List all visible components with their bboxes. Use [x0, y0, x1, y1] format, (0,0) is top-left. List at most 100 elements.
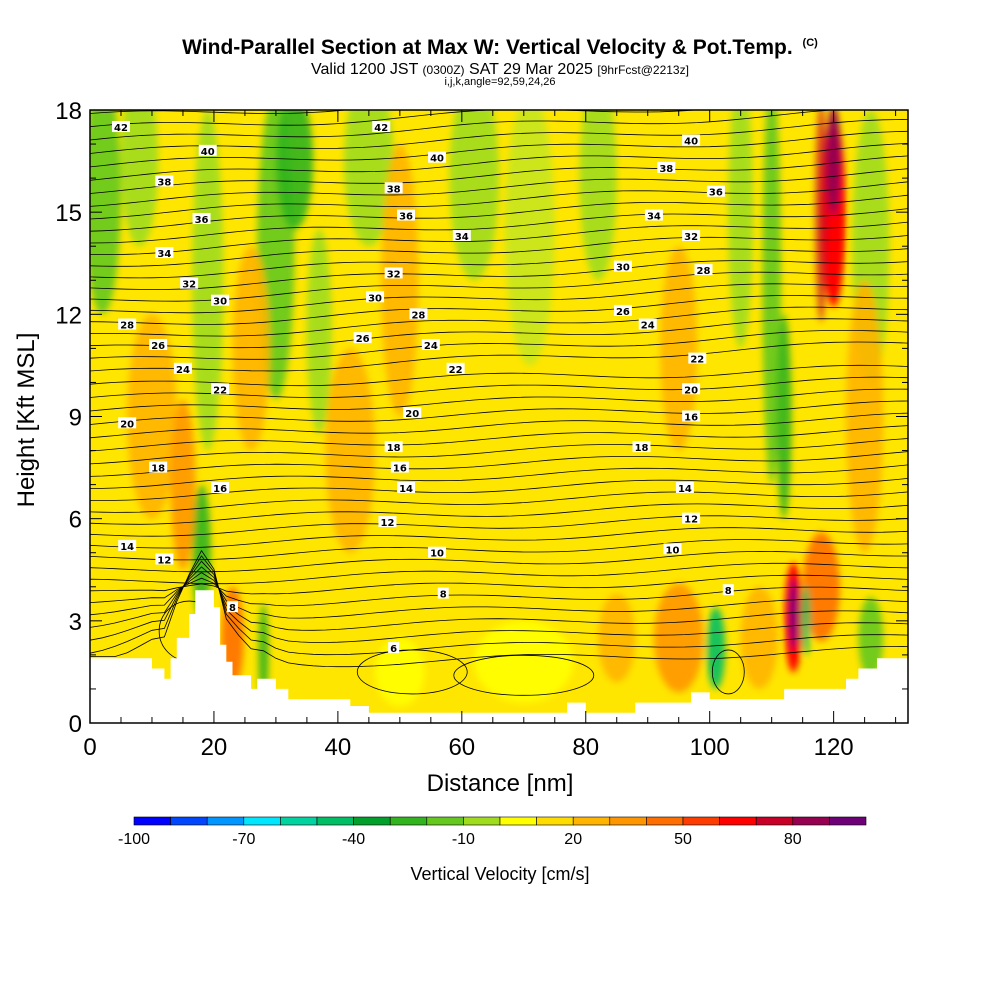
x-tick-label: 60: [448, 734, 475, 761]
colorbar-swatch: [280, 816, 318, 826]
isentrope-label: 36: [706, 185, 725, 199]
isentrope-line: [90, 194, 908, 232]
isentrope-label-text: 24: [641, 321, 655, 332]
isentrope-label-bg: [682, 512, 701, 524]
isentrope-label-text: 28: [697, 266, 711, 277]
isentrope-line: [90, 110, 700, 128]
x-tick-label: 80: [572, 734, 599, 761]
isentrope-line: [90, 451, 908, 477]
isentrope-label-bg: [111, 121, 130, 133]
isentrope-label-bg: [227, 601, 239, 613]
isentrope-label: 12: [155, 553, 174, 567]
isentrope-line: [90, 555, 908, 656]
isentrope-line: [90, 527, 908, 549]
isentrope-label: 20: [118, 417, 137, 430]
isentrope-label-bg: [173, 362, 192, 374]
velocity-cell: [306, 229, 332, 434]
chart-title: Wind-Parallel Section at Max W: Vertical…: [0, 36, 1000, 60]
velocity-cell: [170, 399, 196, 570]
isentrope-label-text: 32: [684, 232, 698, 243]
isentrope-label-text: 20: [120, 419, 134, 430]
isentrope-label-text: 10: [430, 549, 444, 560]
isentrope-line: [90, 577, 908, 607]
isentrope-label-bg: [388, 642, 400, 654]
isentrope-line: [90, 130, 908, 168]
colorbar-tick-label: -70: [232, 831, 255, 848]
isentrope-label-bg: [644, 209, 663, 221]
x-tick-label: 100: [690, 734, 730, 761]
isentrope-label: 40: [682, 134, 701, 148]
isentrope-line: [90, 330, 908, 360]
colorbar-swatch: [609, 816, 647, 826]
terrain-mask: [90, 590, 908, 723]
updraft-core: [789, 579, 798, 650]
isentrope-label-text: 18: [151, 464, 165, 475]
isentrope-line: [90, 539, 908, 561]
isentrope-label-bg: [682, 230, 701, 242]
isentrope-label-text: 14: [399, 484, 413, 495]
isentrope-label-text: 18: [387, 443, 401, 454]
isentrope-line: [90, 248, 908, 279]
isentrope-label: 8: [227, 601, 239, 614]
isentrope-line: [90, 181, 908, 220]
isentrope-line: [90, 283, 908, 314]
isentrope-label-text: 24: [176, 365, 190, 376]
x-axis-title: Distance [nm]: [427, 770, 574, 797]
grid-indices: i,j,k,angle=92,59,24,26: [444, 76, 556, 88]
isentrope-label-text: 38: [387, 184, 401, 195]
isentrope-label-bg: [706, 185, 725, 197]
isentrope-label-text: 8: [229, 603, 236, 614]
isentrope-line: [90, 260, 908, 290]
isentrope-label-bg: [632, 441, 651, 453]
isentrope-label-bg: [638, 318, 657, 330]
isentrope-line: [90, 438, 908, 465]
isentrope-label-bg: [613, 304, 632, 316]
y-tick-label: 3: [69, 609, 82, 636]
isentrope-label-text: 26: [151, 341, 165, 352]
isentrope-label-text: 28: [411, 310, 425, 321]
y-tick-label: 18: [55, 98, 82, 125]
isentrope-label-bg: [155, 553, 174, 565]
isentrope-line: [90, 549, 908, 668]
valid-utc: (0300Z): [422, 63, 465, 77]
isentrope-label-bg: [180, 277, 199, 289]
isentrope-line: [90, 73, 908, 102]
isentrope-line: [90, 503, 908, 525]
isentrope-label: 28: [694, 264, 713, 277]
isentrope-line: [90, 61, 908, 90]
isentrope-label-bg: [211, 383, 230, 395]
isentrope-label-bg: [682, 410, 701, 422]
isentrope-labels: 42 42 40 40 40 38 38 38 36 36 36 34 34 34 32 32 32 30 30 30…: [111, 121, 734, 655]
colorbar-tick-label: -40: [342, 831, 365, 848]
isentrope-label-text: 30: [616, 263, 630, 274]
isentrope-label: 20: [403, 407, 422, 420]
colorbar-swatch: [353, 816, 391, 826]
isentrope-label: 28: [118, 318, 137, 332]
isentrope-label-text: 42: [374, 123, 388, 134]
isentrope-label-text: 28: [120, 321, 134, 332]
isentrope-label-text: 14: [678, 484, 692, 495]
isentrope-line: [90, 562, 908, 585]
isentrope-line: [90, 388, 908, 412]
isentrope-label-text: 36: [709, 188, 723, 199]
isentrope-line: [90, 566, 908, 631]
y-tick-label: 15: [55, 200, 82, 227]
colorbar-swatch: [572, 816, 611, 826]
velocity-cell: [232, 246, 270, 451]
isentrope-label-bg: [149, 461, 168, 473]
isentrope-line: [90, 400, 908, 425]
colorbar-swatch: [499, 816, 537, 826]
isentrope-label-bg: [446, 362, 465, 374]
isentrope-label: 24: [173, 362, 192, 376]
colorbar-swatch: [243, 816, 281, 826]
isentrope-label: 24: [638, 318, 657, 332]
y-tick-label: 12: [55, 302, 82, 329]
isentrope-label: 34: [452, 230, 471, 243]
isentrope-label: 38: [384, 182, 403, 195]
x-axis: 0 20 40 60 80 100 120: [83, 734, 853, 761]
colorbar-swatch: [536, 816, 574, 826]
isentrope-label-bg: [409, 308, 428, 320]
colorbar-swatch: [792, 816, 830, 826]
isentrope-line: [90, 119, 908, 154]
isentrope-label-bg: [211, 482, 230, 494]
